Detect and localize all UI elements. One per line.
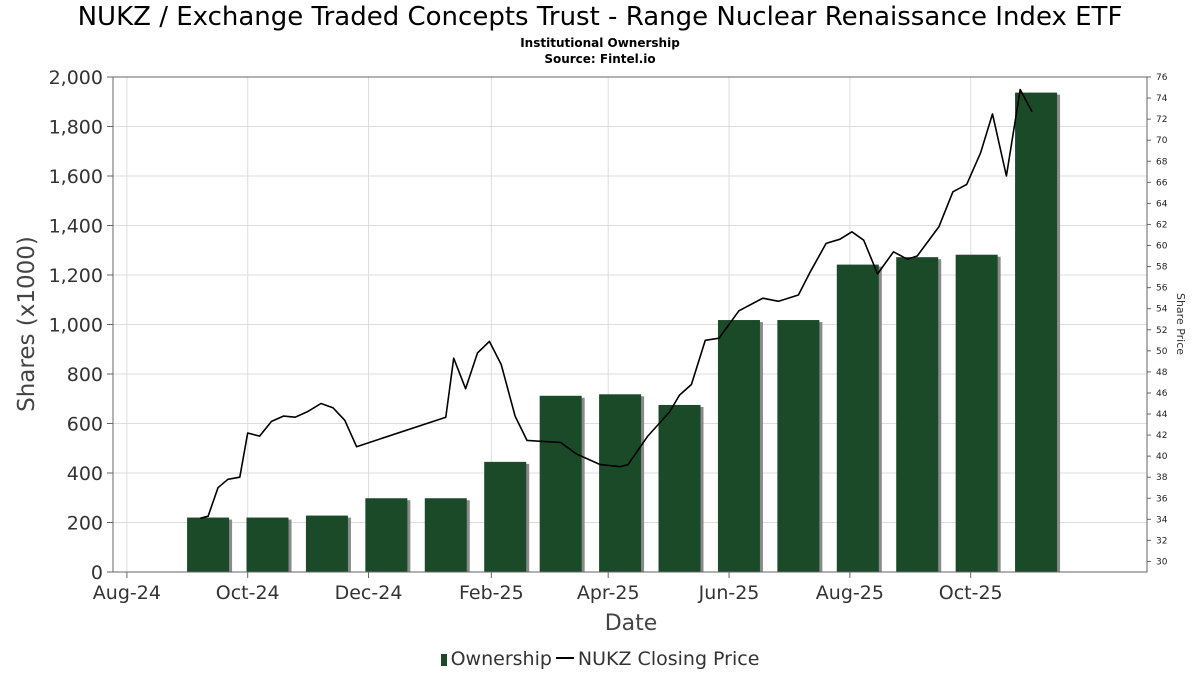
ownership-bar-4: [424, 498, 470, 572]
x-axis-ticks: Aug-24 Oct-24 Dec-24 Feb-25 Apr-25 Jun-25 Aug-…: [93, 572, 1003, 604]
x-tick-label-6: Aug-25: [816, 582, 884, 604]
x-tick-label-4: Apr-25: [577, 582, 640, 604]
x-tick-label-2: Dec-24: [335, 582, 403, 604]
y-tick-label-10: 2,000: [49, 67, 103, 89]
y2-tick-label-1: 32: [1156, 536, 1167, 546]
y2-tick-label-13: 56: [1156, 284, 1168, 294]
y2-tick-label-15: 60: [1156, 242, 1168, 252]
y-tick-label-4: 800: [67, 364, 103, 386]
y2-tick-label-8: 46: [1156, 389, 1168, 399]
y-tick-label-6: 1,200: [49, 265, 103, 287]
y-tick-label-2: 400: [67, 463, 103, 485]
ownership-bar-6: [539, 395, 585, 572]
ownership-bars: [187, 92, 1061, 572]
y-axis-ticks: 0 200 400 600 800 1,000 1,200 1,400 1,600 1,800 2,…: [49, 67, 113, 584]
ownership-bar-13: [955, 254, 1001, 572]
y-tick-label-5: 1,000: [49, 315, 103, 337]
ownership-bar-7: [599, 394, 645, 572]
y2-tick-label-12: 54: [1156, 305, 1168, 315]
x-tick-label-7: Oct-25: [939, 582, 1003, 604]
y2-tick-label-9: 48: [1156, 368, 1168, 378]
x-tick-label-0: Aug-24: [93, 582, 161, 604]
y2-tick-label-23: 76: [1156, 73, 1168, 83]
legend-price-swatch: [555, 657, 574, 659]
legend-ownership-swatch: [440, 654, 447, 666]
y2-tick-label-16: 62: [1156, 220, 1167, 230]
x-tick-label-3: Feb-25: [459, 582, 524, 604]
y-tick-label-7: 1,400: [49, 216, 103, 238]
ownership-bar-2: [305, 515, 351, 572]
y2-tick-label-6: 42: [1156, 431, 1167, 441]
ownership-bar-5: [484, 461, 530, 572]
y-tick-label-1: 200: [67, 513, 103, 535]
chart-legend: Ownership NUKZ Closing Price: [0, 648, 1200, 670]
y2-tick-label-21: 72: [1156, 115, 1167, 125]
y2-tick-label-17: 64: [1156, 199, 1168, 209]
chart-title: NUKZ / Exchange Traded Concepts Trust - …: [77, 2, 1123, 32]
ownership-bar-14: [1015, 92, 1061, 572]
y2-tick-label-20: 70: [1156, 136, 1168, 146]
x-tick-label-1: Oct-24: [216, 582, 280, 604]
y-tick-label-8: 1,600: [49, 166, 103, 188]
y2-tick-label-10: 50: [1156, 347, 1168, 357]
legend-ownership-label: Ownership: [450, 648, 552, 670]
y2-tick-label-11: 52: [1156, 326, 1167, 336]
ownership-bar-12: [896, 257, 942, 572]
y-tick-label-0: 0: [91, 562, 103, 584]
y-tick-label-3: 600: [67, 414, 103, 436]
ownership-bar-1: [246, 517, 292, 572]
y2-tick-label-2: 34: [1156, 515, 1168, 525]
price-line: [199, 88, 1033, 520]
y2-tick-label-3: 36: [1156, 494, 1168, 504]
y2-tick-label-5: 40: [1156, 452, 1168, 462]
y2-tick-label-14: 58: [1156, 263, 1168, 273]
y-axis-label: Shares (x1000): [14, 236, 40, 412]
price-line-layer: [199, 88, 1033, 520]
chart-subtitle: Institutional Ownership: [520, 36, 680, 50]
ownership-bar-11: [836, 264, 882, 572]
chart-source: Source: Fintel.io: [544, 52, 656, 66]
ownership-bar-10: [777, 320, 823, 572]
legend-price-label: NUKZ Closing Price: [577, 648, 760, 670]
ownership-bar-3: [365, 498, 411, 572]
y2-tick-label-22: 74: [1156, 94, 1168, 104]
y2-tick-label-7: 44: [1156, 410, 1168, 420]
x-axis-label: Date: [605, 611, 658, 636]
ownership-bar-0: [187, 517, 233, 572]
ownership-bar-9: [717, 320, 763, 572]
y2-tick-label-19: 68: [1156, 157, 1168, 167]
y2-tick-label-4: 38: [1156, 473, 1168, 483]
x-tick-label-5: Jun-25: [698, 582, 760, 604]
y2-axis-label: Share Price: [1174, 293, 1187, 355]
y2-axis-ticks: 30 32 34 36 38 40 42 44 46 48 50 52 54 56 58 60 62 64 66 68…: [1147, 73, 1168, 567]
y2-tick-label-18: 66: [1156, 178, 1168, 188]
y-tick-label-9: 1,800: [49, 117, 103, 139]
ownership-bar-8: [658, 404, 704, 572]
y2-tick-label-0: 30: [1156, 557, 1168, 567]
